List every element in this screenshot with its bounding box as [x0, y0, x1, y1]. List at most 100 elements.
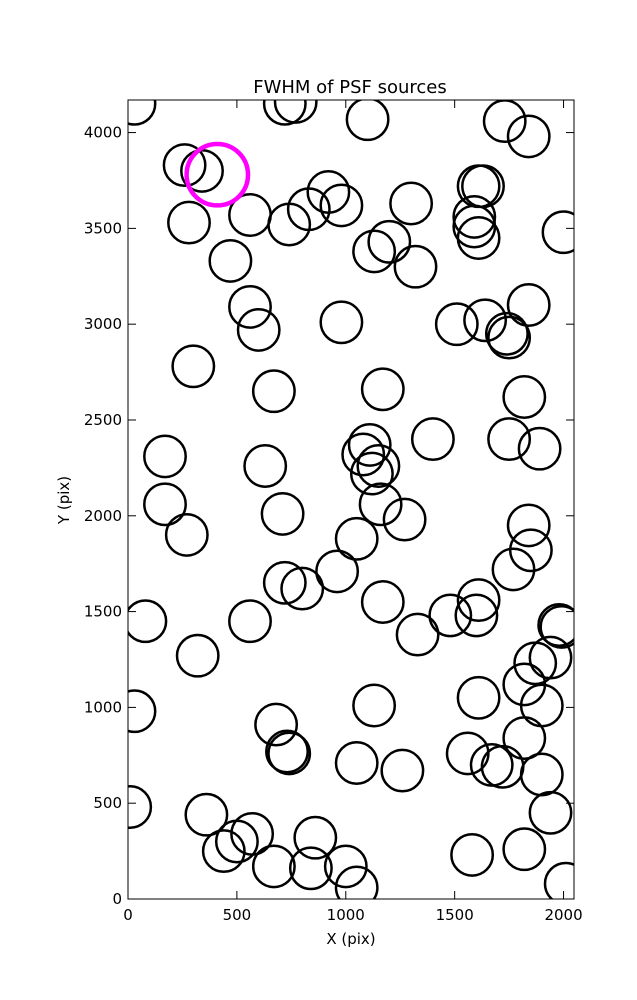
source-marker [254, 702, 299, 747]
source-marker [456, 675, 501, 720]
x-axis-label: X (pix) [326, 930, 375, 948]
source-marker [513, 641, 558, 686]
highlighted-source-marker [184, 141, 251, 208]
y-tick-label: 3000 [84, 315, 122, 333]
source-marker [502, 716, 547, 761]
source-marker [175, 633, 220, 678]
source-marker [452, 194, 497, 239]
source-marker [543, 861, 574, 899]
plot-frame [127, 99, 575, 900]
source-marker [171, 344, 216, 389]
source-marker [349, 451, 394, 496]
source-marker [319, 183, 364, 228]
source-marker [167, 200, 211, 245]
source-marker [228, 284, 272, 329]
source-marker [208, 238, 253, 283]
x-tick-label: 2000 [544, 906, 582, 924]
points-layer [128, 100, 574, 899]
source-marker [128, 100, 157, 126]
source-marker [162, 143, 207, 188]
source-marker [143, 434, 187, 479]
source-marker [230, 811, 275, 856]
source-marker [487, 315, 532, 360]
source-marker [491, 547, 536, 592]
source-marker [251, 369, 296, 414]
source-marker [506, 114, 551, 159]
source-marker [260, 491, 305, 536]
source-marker [352, 229, 397, 274]
source-marker [262, 560, 307, 605]
source-marker [262, 100, 307, 126]
source-marker [288, 846, 333, 891]
source-marker [164, 512, 209, 557]
source-marker [360, 580, 405, 624]
source-marker [456, 216, 501, 260]
source-marker [461, 164, 505, 209]
source-marker [201, 829, 246, 874]
source-marker [347, 422, 392, 467]
x-tick-label: 500 [223, 906, 252, 924]
source-marker [502, 827, 547, 872]
source-marker [506, 283, 551, 327]
source-marker [319, 300, 364, 345]
source-marker [541, 210, 574, 255]
source-marker [482, 100, 527, 144]
source-marker [315, 549, 360, 594]
source-marker [450, 832, 495, 877]
source-marker [389, 181, 434, 226]
source-marker [243, 444, 288, 488]
source-marker [273, 100, 318, 124]
source-marker [214, 819, 259, 864]
source-marker [506, 503, 551, 548]
source-marker [334, 516, 379, 561]
source-marker [341, 432, 386, 477]
source-marker [143, 482, 187, 527]
source-marker [456, 164, 501, 209]
y-tick-label: 3500 [84, 219, 122, 237]
source-marker [128, 689, 157, 734]
source-marker [508, 528, 553, 573]
source-marker [356, 444, 401, 488]
source-marker [487, 417, 532, 462]
y-tick-label: 0 [112, 890, 122, 908]
source-marker [410, 417, 455, 462]
y-tick-label: 500 [93, 794, 122, 812]
source-marker [380, 748, 425, 793]
source-marker [502, 375, 547, 419]
x-tick-label: 0 [123, 906, 133, 924]
source-marker [267, 731, 312, 776]
source-marker [334, 865, 379, 899]
ticks-layer: 0 500 1000 1500 2000 0 500 1000 1500 2000 2500 3000… [84, 100, 583, 924]
source-marker [537, 603, 574, 647]
x-tick-label: 1500 [436, 906, 474, 924]
source-marker [434, 302, 479, 347]
source-marker [293, 815, 338, 860]
source-marker [334, 741, 379, 785]
source-marker [280, 566, 325, 611]
source-marker [539, 604, 574, 649]
source-marker [393, 244, 438, 289]
source-marker [236, 307, 281, 352]
source-marker [323, 844, 368, 889]
source-marker [456, 578, 501, 623]
source-marker [454, 593, 499, 638]
y-tick-label: 1500 [84, 603, 122, 621]
source-marker [428, 593, 473, 638]
source-marker [395, 612, 440, 657]
source-marker [345, 100, 390, 142]
source-marker [484, 311, 529, 356]
source-marker [367, 219, 412, 264]
source-marker [184, 792, 229, 837]
source-marker [265, 729, 309, 774]
source-marker [519, 752, 564, 797]
source-marker [358, 482, 403, 527]
y-tick-label: 2000 [84, 507, 122, 525]
y-axis-label: Y (pix) [55, 476, 73, 525]
source-marker [360, 367, 405, 412]
source-marker [228, 599, 272, 644]
source-marker [452, 204, 497, 249]
source-marker [463, 298, 508, 343]
source-marker [352, 683, 397, 728]
source-marker [517, 426, 562, 471]
